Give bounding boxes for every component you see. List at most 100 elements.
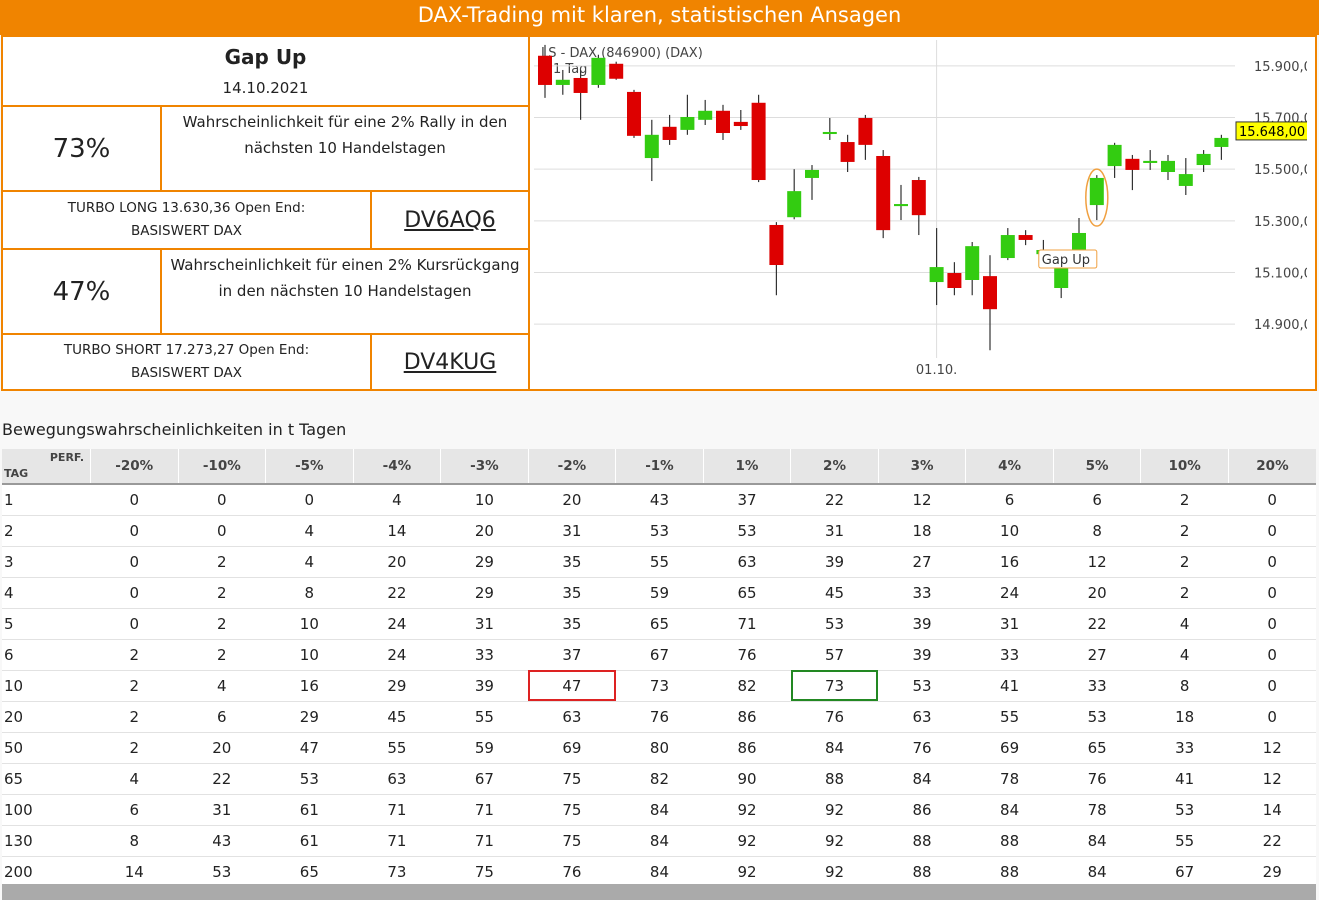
chart-title: LS - DAX (846900) (DAX) <box>541 46 703 61</box>
candle-body <box>805 169 819 178</box>
table-cell: 29 <box>440 577 529 609</box>
column-header: 3% <box>877 449 966 485</box>
candle-body <box>1000 235 1015 259</box>
table-cell: 76 <box>1053 763 1141 795</box>
short-product: TURBO SHORT 17.273,27 Open End: BASISWER… <box>3 335 372 389</box>
short-code[interactable]: DV4KUG <box>403 349 497 375</box>
column-header: 4% <box>965 449 1054 485</box>
candle-body <box>1054 263 1069 288</box>
short-probability: 47% <box>3 250 162 335</box>
table-cell: 2 <box>178 577 266 609</box>
table-cell: 24 <box>353 608 441 640</box>
table-cell: 53 <box>615 515 704 547</box>
table-cell: 2 <box>178 639 266 671</box>
table-cell: 92 <box>790 794 879 826</box>
table-cell: 39 <box>440 670 529 702</box>
short-underlying: BASISWERT DAX <box>130 365 243 381</box>
table-cell: 0 <box>1228 577 1316 609</box>
table-cell: 63 <box>878 701 966 733</box>
candle-body <box>858 118 873 145</box>
table-cell: 2 <box>90 701 179 733</box>
table-cell: 0 <box>178 515 266 547</box>
candle-body <box>911 180 926 216</box>
column-header: -4% <box>352 449 441 485</box>
table-cell: 88 <box>878 856 966 888</box>
long-probability: 73% <box>3 107 162 192</box>
corner-cell: PERF. TAG <box>2 449 91 485</box>
table-cell: 63 <box>703 546 791 578</box>
table-cell: 4 <box>1140 639 1229 671</box>
table-cell: 82 <box>703 670 791 702</box>
table-cell: 2 <box>90 732 179 764</box>
table-row: 10 2 4 16 29 39 47 73 82 73 53 41 33 8 0 <box>2 670 1316 702</box>
row-label: 1 <box>2 484 91 516</box>
table-cell: 4 <box>1140 608 1229 640</box>
table-cell: 78 <box>1053 794 1141 826</box>
table-cell: 0 <box>90 546 179 578</box>
gap-highlight <box>1085 168 1109 227</box>
candle-body <box>609 63 624 79</box>
table-cell: 53 <box>790 608 879 640</box>
y-tick-label: 15.900,00 <box>1254 60 1313 75</box>
chart-interval: 1 Tag <box>553 62 587 77</box>
table-cell: 24 <box>965 577 1054 609</box>
column-header: 20% <box>1227 449 1316 485</box>
row-label: 100 <box>2 794 91 826</box>
table-cell: 20 <box>440 515 529 547</box>
table-cell: 59 <box>615 577 704 609</box>
table-cell: 2 <box>178 546 266 578</box>
table-cell: 0 <box>1228 608 1316 640</box>
table-cell: 53 <box>265 763 354 795</box>
table-cell: 88 <box>965 825 1054 857</box>
table-cell: 0 <box>1228 515 1316 547</box>
table-cell: 84 <box>1053 856 1141 888</box>
column-header: 2% <box>790 449 879 485</box>
column-header: 10% <box>1140 449 1229 485</box>
candle-body <box>1214 137 1229 147</box>
table-cell: 55 <box>353 732 441 764</box>
table-cell: 2 <box>90 670 179 702</box>
table-row: 3 0 2 4 20 29 35 55 63 39 27 16 12 2 0 <box>2 546 1316 578</box>
table-cell: 88 <box>965 856 1054 888</box>
table-cell: 8 <box>90 825 179 857</box>
table-cell: 10 <box>265 639 354 671</box>
table-cell: 53 <box>1140 794 1229 826</box>
table-cell: 10 <box>265 608 354 640</box>
row-label: 2 <box>2 515 91 547</box>
table-cell: 65 <box>265 856 354 888</box>
table-cell: 84 <box>878 763 966 795</box>
candle-body <box>929 267 944 283</box>
candle-body <box>698 110 713 120</box>
table-cell: 8 <box>1140 670 1229 702</box>
table-cell: 0 <box>90 608 179 640</box>
table-cell: 37 <box>703 484 791 516</box>
candle-body <box>716 110 730 133</box>
candle-body <box>627 91 641 136</box>
table-cell: 41 <box>965 670 1054 702</box>
row-label: 3 <box>2 546 91 578</box>
table-cell: 71 <box>353 825 441 857</box>
candle-body <box>1018 235 1033 240</box>
row-label: 50 <box>2 732 91 764</box>
table-cell: 16 <box>965 546 1054 578</box>
table-cell: 55 <box>440 701 529 733</box>
table-cell: 65 <box>703 577 791 609</box>
table-cell: 71 <box>440 825 529 857</box>
table-cell: 6 <box>965 484 1054 516</box>
table-cell: 20 <box>1053 577 1141 609</box>
table-cell: 22 <box>353 577 441 609</box>
candle-body <box>983 276 997 310</box>
table-cell: 76 <box>615 701 704 733</box>
table-cell: 18 <box>1140 701 1229 733</box>
table-row: 130 8 43 61 71 71 75 84 92 92 88 88 84 55 22 <box>2 825 1316 857</box>
candle-body <box>1143 160 1158 163</box>
table-cell: 0 <box>178 484 266 516</box>
table-cell: 67 <box>615 639 704 671</box>
table-cell: 55 <box>965 701 1054 733</box>
table-cell: 86 <box>878 794 966 826</box>
table-cell: 76 <box>703 639 791 671</box>
long-code[interactable]: DV6AQ6 <box>372 192 528 250</box>
table-cell: 27 <box>878 546 966 578</box>
row-label: 4 <box>2 577 91 609</box>
table-cell: 33 <box>440 639 529 671</box>
